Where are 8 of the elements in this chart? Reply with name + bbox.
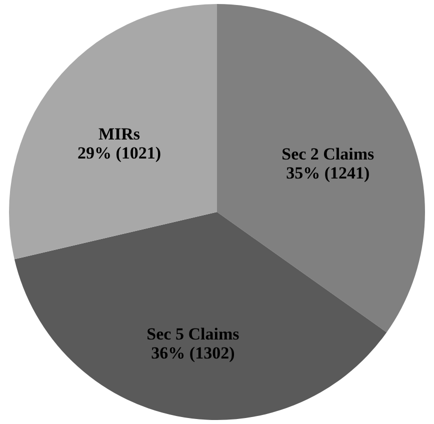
pie-slice: [9, 4, 217, 260]
data-label: 35% (1241): [286, 164, 370, 183]
pie-slice: [14, 212, 387, 420]
slice-label: Sec 2 Claims: [282, 144, 375, 164]
data-label: 29% (1021): [77, 143, 162, 162]
data-label: 36% (1302): [151, 343, 235, 362]
slice-label: Sec 5 Claims: [146, 324, 240, 344]
slice-label: MIRs: [98, 124, 140, 144]
